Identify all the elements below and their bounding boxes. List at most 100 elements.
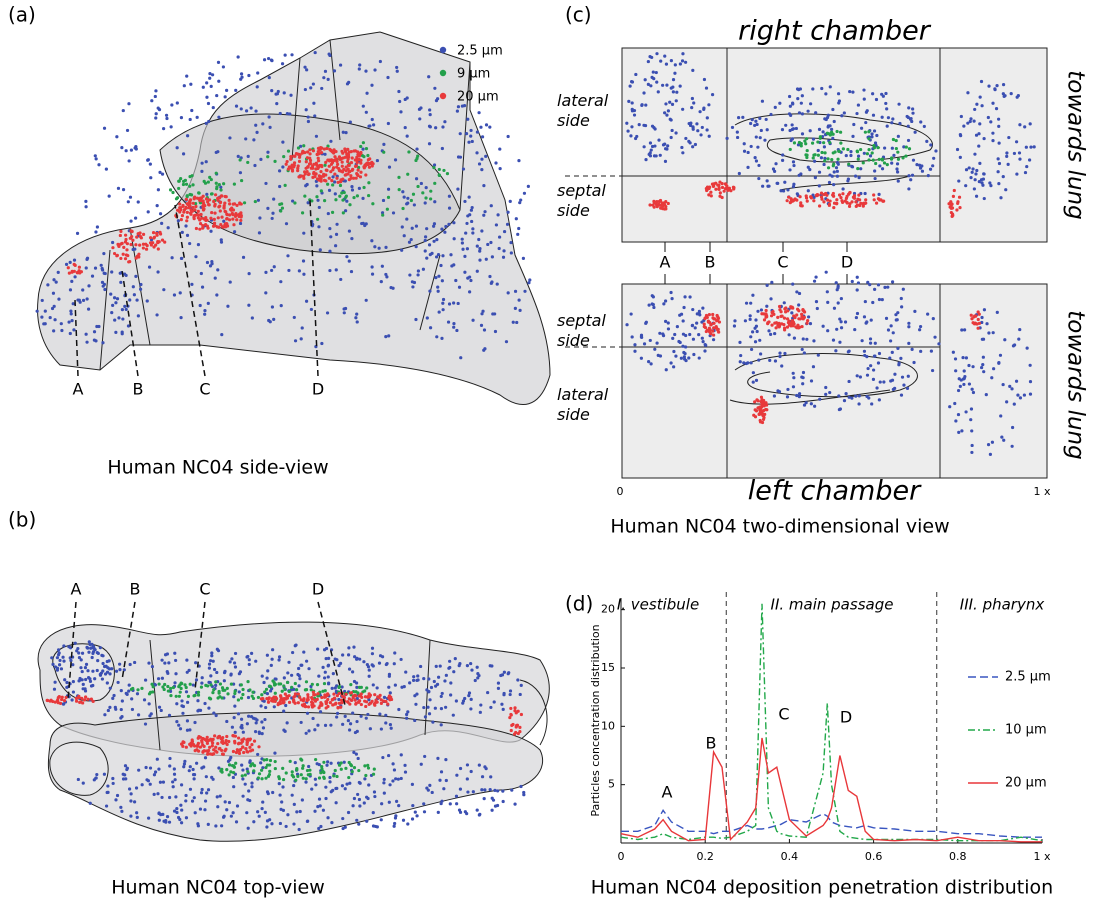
particle <box>711 93 714 96</box>
particle <box>179 804 182 807</box>
particle <box>832 206 835 209</box>
particle <box>264 291 267 294</box>
particle <box>294 692 297 695</box>
particle <box>278 169 281 172</box>
particle <box>517 732 520 735</box>
particle <box>966 122 969 125</box>
particle <box>901 156 904 159</box>
particle <box>197 243 200 246</box>
particle <box>226 687 229 690</box>
particle <box>932 317 935 320</box>
particle <box>471 227 474 230</box>
particle <box>394 814 397 817</box>
particle <box>419 665 422 668</box>
particle <box>786 199 789 202</box>
particle <box>528 278 531 281</box>
particle <box>248 688 251 691</box>
particle <box>878 158 881 161</box>
particle <box>349 177 352 180</box>
particle <box>488 126 491 129</box>
particle <box>877 193 880 196</box>
particle <box>334 192 337 195</box>
particle <box>1002 175 1005 178</box>
particle <box>872 144 875 147</box>
particle <box>159 232 162 235</box>
particle <box>90 698 93 701</box>
particle <box>497 687 500 690</box>
particle <box>169 188 172 191</box>
particle <box>974 172 977 175</box>
particle <box>393 825 396 828</box>
particle <box>351 156 354 159</box>
particle <box>242 751 245 754</box>
particle <box>190 741 193 744</box>
particle <box>206 261 209 264</box>
particle <box>665 368 668 371</box>
particle <box>1018 158 1021 161</box>
particle <box>267 319 270 322</box>
particle <box>361 148 364 151</box>
particle <box>634 137 637 140</box>
particle <box>41 299 44 302</box>
particle <box>370 239 373 242</box>
particle <box>468 196 471 199</box>
particle <box>335 177 338 180</box>
particle <box>210 192 213 195</box>
particle <box>368 675 371 678</box>
particle <box>897 135 900 138</box>
particle <box>995 84 998 87</box>
particle <box>469 707 472 710</box>
particle <box>81 288 84 291</box>
particle <box>240 738 243 741</box>
particle <box>306 156 309 159</box>
particle <box>788 333 791 336</box>
particle <box>57 271 60 274</box>
particle <box>349 683 352 686</box>
particle <box>426 706 429 709</box>
particle <box>344 173 347 176</box>
particle <box>303 703 306 706</box>
particle <box>992 367 995 370</box>
particle <box>437 275 440 278</box>
particle <box>802 337 805 340</box>
particle <box>82 299 85 302</box>
particle <box>179 316 182 319</box>
particle <box>767 185 770 188</box>
particle <box>969 418 972 421</box>
particle <box>833 202 836 205</box>
particle <box>200 272 203 275</box>
particle <box>282 684 285 687</box>
particle <box>856 276 859 279</box>
particle <box>445 674 448 677</box>
particle <box>961 356 964 359</box>
particle <box>997 157 1000 160</box>
particle <box>900 297 903 300</box>
particle <box>167 226 170 229</box>
particle <box>158 819 161 822</box>
particle <box>158 171 161 174</box>
particle <box>203 808 206 811</box>
particle <box>404 770 407 773</box>
particle <box>491 312 494 315</box>
particle <box>500 703 503 706</box>
particle <box>963 369 966 372</box>
particle <box>212 660 215 663</box>
particle <box>971 388 974 391</box>
particle <box>404 126 407 129</box>
particle <box>725 184 728 187</box>
particle <box>401 207 404 210</box>
particle <box>424 196 427 199</box>
particle <box>657 90 660 93</box>
particle <box>134 216 137 219</box>
particle <box>119 257 122 260</box>
particle <box>518 201 521 204</box>
particle <box>139 283 142 286</box>
particle <box>449 681 452 684</box>
particle <box>215 182 218 185</box>
particle <box>78 271 81 274</box>
particle <box>465 222 468 225</box>
particle <box>191 174 194 177</box>
particle <box>211 741 214 744</box>
particle <box>363 689 366 692</box>
particle <box>520 713 523 716</box>
